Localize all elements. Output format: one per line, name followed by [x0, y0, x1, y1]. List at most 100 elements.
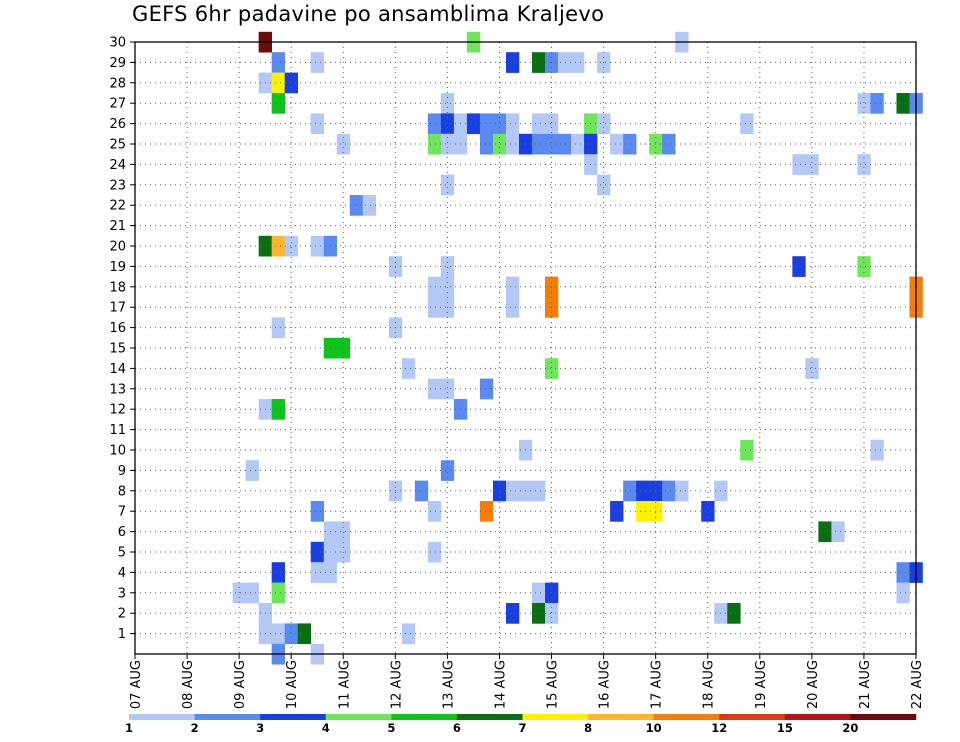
x-tick-label: 09 AUG [233, 660, 248, 709]
heatmap-cell [662, 480, 676, 502]
heatmap-cell [740, 439, 754, 461]
heatmap-cell [427, 378, 442, 400]
heatmap-cell [505, 480, 520, 502]
y-tick-label: 11 [109, 423, 126, 438]
heatmap-cell [675, 480, 689, 502]
heatmap-cell [310, 235, 325, 257]
x-axis-ticks: 07 AUG 08 AUG 09 AUG 10 AUG 11 AUG 12 AUG 13 A… [129, 654, 925, 709]
y-tick-label: 17 [109, 301, 126, 316]
heatmap-cell [505, 276, 520, 298]
heatmap-cell [636, 501, 650, 522]
heatmap-cell [610, 501, 624, 522]
heatmap-cell [532, 52, 546, 73]
cells-layer [232, 31, 923, 665]
y-tick-label: 2 [118, 607, 126, 622]
y-tick-label: 24 [109, 158, 126, 173]
heatmap-cell [505, 297, 520, 318]
heatmap-cell [271, 317, 285, 339]
heatmap-cell [545, 113, 559, 135]
heatmap-cell [310, 501, 325, 522]
heatmap-cell [492, 113, 507, 135]
heatmap-cell [831, 521, 845, 543]
y-tick-label: 26 [109, 117, 126, 132]
legend-label: 2 [191, 721, 199, 735]
legend-label: 4 [322, 721, 330, 735]
y-tick-label: 1 [118, 627, 126, 642]
heatmap-cell [271, 399, 285, 420]
y-tick-label: 5 [118, 546, 126, 561]
legend-label: 1 [125, 721, 133, 735]
heatmap-cell [310, 52, 325, 73]
heatmap-cell [427, 541, 442, 563]
heatmap-cell [492, 480, 507, 502]
heatmap-cell [440, 174, 455, 196]
legend-label: 5 [387, 721, 395, 735]
heatmap-cell [310, 113, 325, 135]
x-tick-label: 12 AUG [389, 660, 404, 709]
legend-swatch [588, 714, 654, 720]
x-tick-label: 21 AUG [858, 660, 873, 709]
x-tick-label: 07 AUG [129, 660, 144, 709]
x-tick-label: 15 AUG [546, 660, 561, 709]
heatmap-cell [245, 582, 259, 604]
heatmap-cell [440, 256, 455, 277]
heatmap-cell [427, 133, 442, 155]
heatmap-cell [414, 480, 429, 502]
heatmap-cell [271, 93, 285, 114]
legend-label: 6 [453, 721, 461, 735]
heatmap-cell [532, 113, 546, 135]
heatmap-cell [532, 133, 546, 155]
legend-swatch [194, 714, 261, 720]
heatmap-cell [427, 276, 442, 298]
y-tick-label: 14 [109, 362, 126, 377]
heatmap-cell [271, 623, 285, 645]
x-tick-label: 10 AUG [285, 660, 300, 709]
y-tick-label: 8 [118, 484, 126, 499]
heatmap-cell [427, 501, 442, 522]
legend-label: 10 [646, 721, 662, 735]
heatmap-cell [505, 113, 520, 135]
heatmap-cell [505, 52, 520, 73]
heatmap-cell [401, 623, 416, 645]
legend-label: 12 [711, 721, 727, 735]
y-tick-label: 18 [109, 280, 126, 295]
heatmap-cell [740, 113, 754, 135]
heatmap-cell [558, 52, 572, 73]
heatmap-cell [401, 358, 416, 379]
heatmap-cell [310, 562, 325, 583]
heatmap-cell [597, 174, 611, 196]
y-tick-label: 9 [118, 464, 126, 479]
heatmap-cell [310, 541, 325, 563]
legend-swatch [325, 714, 392, 720]
x-tick-label: 17 AUG [650, 660, 665, 709]
y-tick-label: 27 [109, 97, 126, 112]
y-tick-label: 20 [109, 240, 126, 255]
heatmap-cell [440, 276, 455, 298]
y-tick-label: 25 [109, 138, 126, 153]
legend-swatch [850, 714, 917, 720]
heatmap-cell [271, 235, 285, 257]
heatmap-cell [727, 603, 741, 624]
heatmap-cell [479, 501, 494, 522]
heatmap-cell [479, 113, 494, 135]
heatmap-cell [857, 154, 871, 175]
heatmap-cell [362, 195, 377, 216]
heatmap-cell [297, 623, 312, 645]
legend-label: 3 [256, 721, 264, 735]
legend-swatch [784, 714, 851, 720]
heatmap-cell [571, 133, 585, 155]
x-tick-label: 19 AUG [754, 660, 769, 709]
heatmap-cell [532, 603, 546, 624]
y-tick-label: 7 [118, 505, 126, 520]
heatmap-cell [466, 113, 481, 135]
heatmap-cell [427, 297, 442, 318]
heatmap-cell [896, 562, 910, 583]
y-tick-label: 10 [109, 444, 126, 459]
heatmap-cell [792, 154, 806, 175]
heatmap-cell [623, 480, 637, 502]
heatmap-cell [271, 52, 285, 73]
legend-swatch [456, 714, 523, 720]
legend-swatch [129, 714, 195, 720]
heatmap-cell [857, 93, 871, 114]
